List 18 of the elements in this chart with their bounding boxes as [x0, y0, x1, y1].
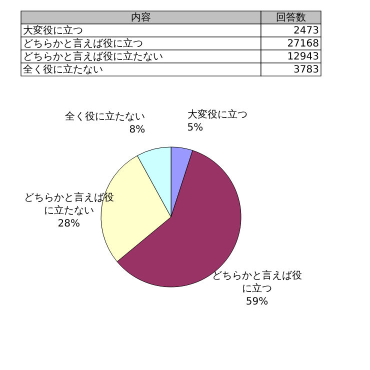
data-label: 2473 — [294, 26, 319, 36]
category-label: 大変役に立つ — [23, 24, 83, 36]
slice-label: 全く役に立たない — [65, 110, 146, 122]
category-label: 全く役に立たない — [23, 64, 103, 76]
data-label: 59% — [246, 296, 268, 308]
data-label: 28% — [58, 218, 80, 230]
data-label: 3783 — [294, 64, 319, 76]
category-label: どちらかと言えば役に立つ — [23, 38, 143, 50]
text: 内容 — [131, 12, 151, 24]
data-label: 5% — [187, 122, 204, 134]
data-label: 8% — [129, 124, 146, 136]
slice-label: どちらかと言えば役に立つ — [212, 269, 302, 294]
data-label: 27168 — [287, 38, 319, 50]
category-label: どちらかと言えば役に立たない — [23, 50, 163, 62]
slice-label: どちらかと言えば役に立たない — [24, 192, 114, 217]
text: 回答数 — [276, 12, 306, 24]
slice-label: 大変役に立つ — [187, 108, 248, 120]
data-label: 12943 — [287, 52, 319, 62]
